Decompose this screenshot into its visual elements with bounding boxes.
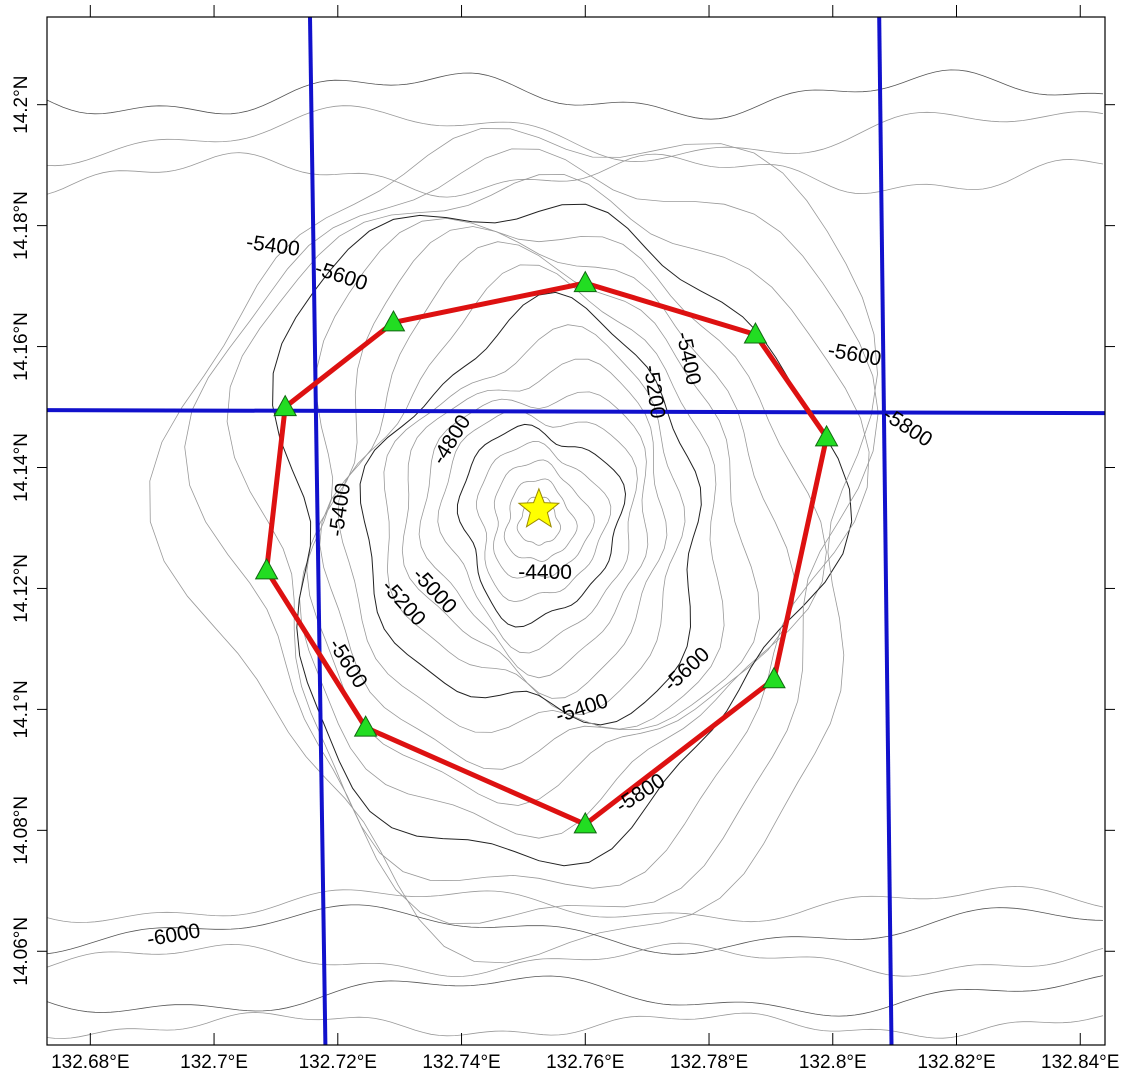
station-triangle-icon bbox=[254, 557, 279, 580]
x-tick-label: 132.74°E bbox=[422, 1052, 500, 1068]
contour-line bbox=[383, 324, 686, 716]
contour-line bbox=[401, 358, 668, 699]
x-tick-label: 132.8°E bbox=[799, 1052, 867, 1068]
station-triangle-icon bbox=[573, 270, 598, 293]
contour-line bbox=[47, 105, 1104, 167]
x-tick-label: 132.72°E bbox=[299, 1052, 377, 1068]
station-triangle-icon bbox=[273, 394, 298, 417]
contour-line bbox=[306, 226, 795, 806]
station-triangle-icon bbox=[814, 424, 839, 447]
survey-line bbox=[47, 408, 1105, 416]
summit-marker bbox=[517, 487, 561, 528]
y-tick-label: 14.2°N bbox=[11, 76, 32, 134]
y-tick-label: 14.12°N bbox=[11, 554, 32, 623]
y-tick-label: 14.18°N bbox=[11, 191, 32, 260]
survey-lines bbox=[47, 17, 1105, 1045]
station-triangle-icon bbox=[381, 309, 406, 332]
contour-line bbox=[337, 264, 725, 733]
contour-line bbox=[47, 942, 1104, 978]
contour-line bbox=[47, 904, 1104, 955]
contour-line bbox=[272, 203, 853, 867]
contour-lines bbox=[47, 69, 1104, 1039]
station-triangle-icon bbox=[573, 811, 598, 834]
contour-line bbox=[47, 69, 1104, 120]
contour-line bbox=[503, 478, 578, 562]
contour-line bbox=[47, 886, 1104, 923]
station-ring bbox=[264, 280, 830, 827]
contour-line bbox=[47, 975, 1104, 1017]
contour-line bbox=[226, 174, 870, 889]
station-polygon bbox=[264, 280, 830, 827]
x-tick-label: 132.68°E bbox=[51, 1052, 129, 1068]
x-tick-label: 132.82°E bbox=[917, 1052, 995, 1068]
contour-line bbox=[516, 496, 562, 546]
contour-line bbox=[456, 423, 627, 628]
station-triangle-icon bbox=[743, 322, 768, 344]
contour-line bbox=[437, 409, 638, 654]
contour-line bbox=[319, 241, 760, 770]
y-tick-label: 14.1°N bbox=[11, 680, 32, 738]
y-axis: 14.06°N 14.08°N 14.1°N 14.12°N 14.14°N 14.16°… bbox=[11, 76, 1115, 986]
y-tick-label: 14.16°N bbox=[11, 312, 32, 381]
station-triangle-icon bbox=[353, 715, 378, 737]
contour-line bbox=[47, 152, 1104, 198]
star-icon bbox=[517, 487, 561, 528]
y-tick-label: 14.06°N bbox=[11, 917, 32, 986]
map-frame bbox=[46, 16, 1106, 1046]
contour-line bbox=[492, 459, 595, 579]
contour-line bbox=[359, 291, 702, 726]
x-tick-label: 132.76°E bbox=[546, 1052, 624, 1068]
x-tick-label: 132.78°E bbox=[670, 1052, 748, 1068]
contour-line bbox=[149, 128, 878, 964]
contour-label: -4400 bbox=[518, 561, 572, 584]
y-tick-label: 14.08°N bbox=[11, 796, 32, 865]
contour-line bbox=[299, 217, 827, 839]
y-tick-label: 14.14°N bbox=[11, 433, 32, 502]
contour-line bbox=[476, 441, 612, 603]
survey-line bbox=[877, 17, 894, 1045]
contour-line bbox=[418, 391, 649, 679]
contour-line bbox=[47, 1012, 1104, 1039]
station-triangle-icon bbox=[762, 666, 786, 689]
contour-line bbox=[184, 148, 879, 924]
x-tick-label: 132.7°E bbox=[180, 1052, 248, 1068]
x-tick-label: 132.84°E bbox=[1041, 1052, 1119, 1068]
stations bbox=[254, 270, 839, 834]
survey-line bbox=[308, 17, 328, 1045]
